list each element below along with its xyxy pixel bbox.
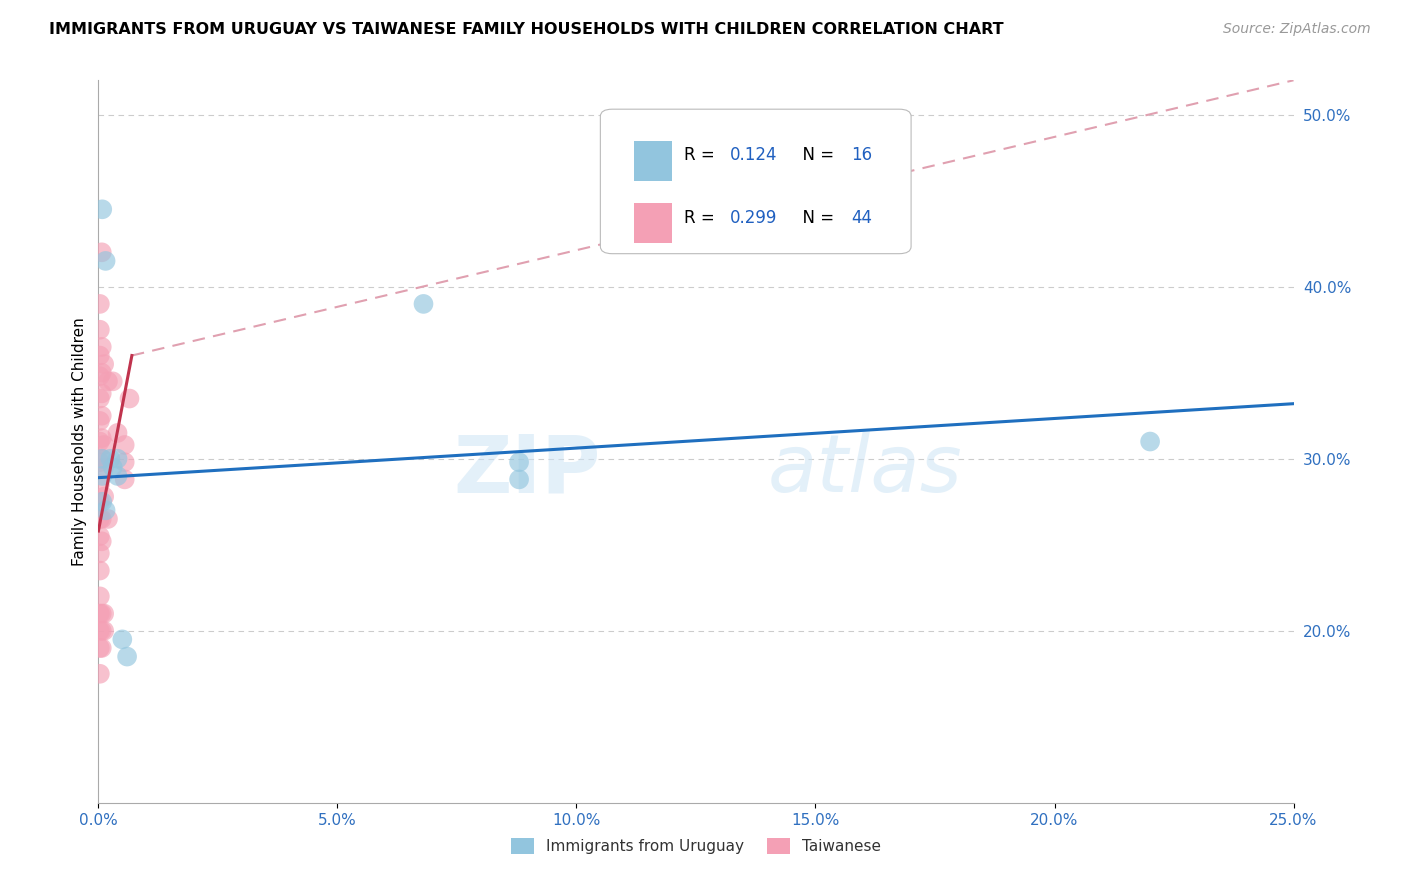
Point — [89, 434, 111, 449]
Point — [97, 512, 120, 526]
Point — [89, 529, 111, 543]
Point — [89, 640, 111, 655]
Point — [89, 455, 111, 469]
Point — [89, 414, 111, 428]
Point — [93, 357, 115, 371]
Point — [508, 472, 530, 486]
Point — [93, 490, 115, 504]
Point — [89, 624, 111, 638]
Point — [114, 438, 136, 452]
Point — [89, 666, 111, 681]
Point — [89, 392, 111, 406]
Text: 0.124: 0.124 — [730, 146, 778, 164]
Text: Source: ZipAtlas.com: Source: ZipAtlas.com — [1223, 22, 1371, 37]
Point — [412, 297, 434, 311]
Y-axis label: Family Households with Children: Family Households with Children — [72, 318, 87, 566]
Point — [107, 469, 129, 483]
Text: 44: 44 — [852, 209, 872, 227]
Point — [90, 607, 112, 621]
Text: ZIP: ZIP — [453, 432, 600, 509]
Point — [89, 297, 111, 311]
Text: R =: R = — [685, 209, 720, 227]
FancyBboxPatch shape — [634, 203, 672, 244]
Point — [94, 254, 117, 268]
Point — [107, 451, 129, 466]
Legend: Immigrants from Uruguay, Taiwanese: Immigrants from Uruguay, Taiwanese — [505, 832, 887, 860]
Point — [114, 472, 136, 486]
Point — [114, 455, 136, 469]
Point — [89, 477, 111, 491]
Text: N =: N = — [792, 146, 839, 164]
Point — [90, 340, 112, 354]
Point — [89, 323, 111, 337]
Point — [90, 624, 112, 638]
FancyBboxPatch shape — [600, 109, 911, 253]
Point — [93, 624, 115, 638]
Point — [101, 460, 124, 475]
Point — [90, 431, 112, 445]
Point — [89, 369, 111, 384]
Point — [115, 649, 138, 664]
Point — [90, 386, 112, 401]
Point — [90, 245, 112, 260]
Point — [89, 512, 111, 526]
Point — [90, 451, 112, 466]
Text: N =: N = — [792, 209, 839, 227]
Point — [90, 409, 112, 423]
Point — [97, 375, 120, 389]
Point — [89, 546, 111, 560]
Point — [101, 375, 124, 389]
Point — [90, 640, 112, 655]
Point — [98, 451, 122, 466]
Point — [91, 202, 114, 217]
Text: IMMIGRANTS FROM URUGUAY VS TAIWANESE FAMILY HOUSEHOLDS WITH CHILDREN CORRELATION: IMMIGRANTS FROM URUGUAY VS TAIWANESE FAM… — [49, 22, 1004, 37]
Point — [90, 512, 112, 526]
Point — [93, 438, 115, 452]
Point — [1139, 434, 1161, 449]
Point — [91, 451, 114, 466]
Point — [90, 534, 112, 549]
Point — [118, 392, 141, 406]
Point — [89, 349, 111, 363]
Text: atlas: atlas — [768, 432, 963, 509]
Point — [93, 607, 115, 621]
Point — [93, 460, 115, 475]
Text: R =: R = — [685, 146, 720, 164]
Point — [90, 366, 112, 380]
Point — [107, 425, 129, 440]
Point — [94, 503, 117, 517]
Point — [91, 494, 114, 508]
FancyBboxPatch shape — [634, 141, 672, 181]
Point — [111, 632, 134, 647]
Point — [89, 590, 111, 604]
Text: 0.299: 0.299 — [730, 209, 776, 227]
Point — [91, 469, 114, 483]
Text: 16: 16 — [852, 146, 873, 164]
Point — [89, 494, 111, 508]
Point — [89, 564, 111, 578]
Point — [508, 455, 530, 469]
Point — [89, 607, 111, 621]
